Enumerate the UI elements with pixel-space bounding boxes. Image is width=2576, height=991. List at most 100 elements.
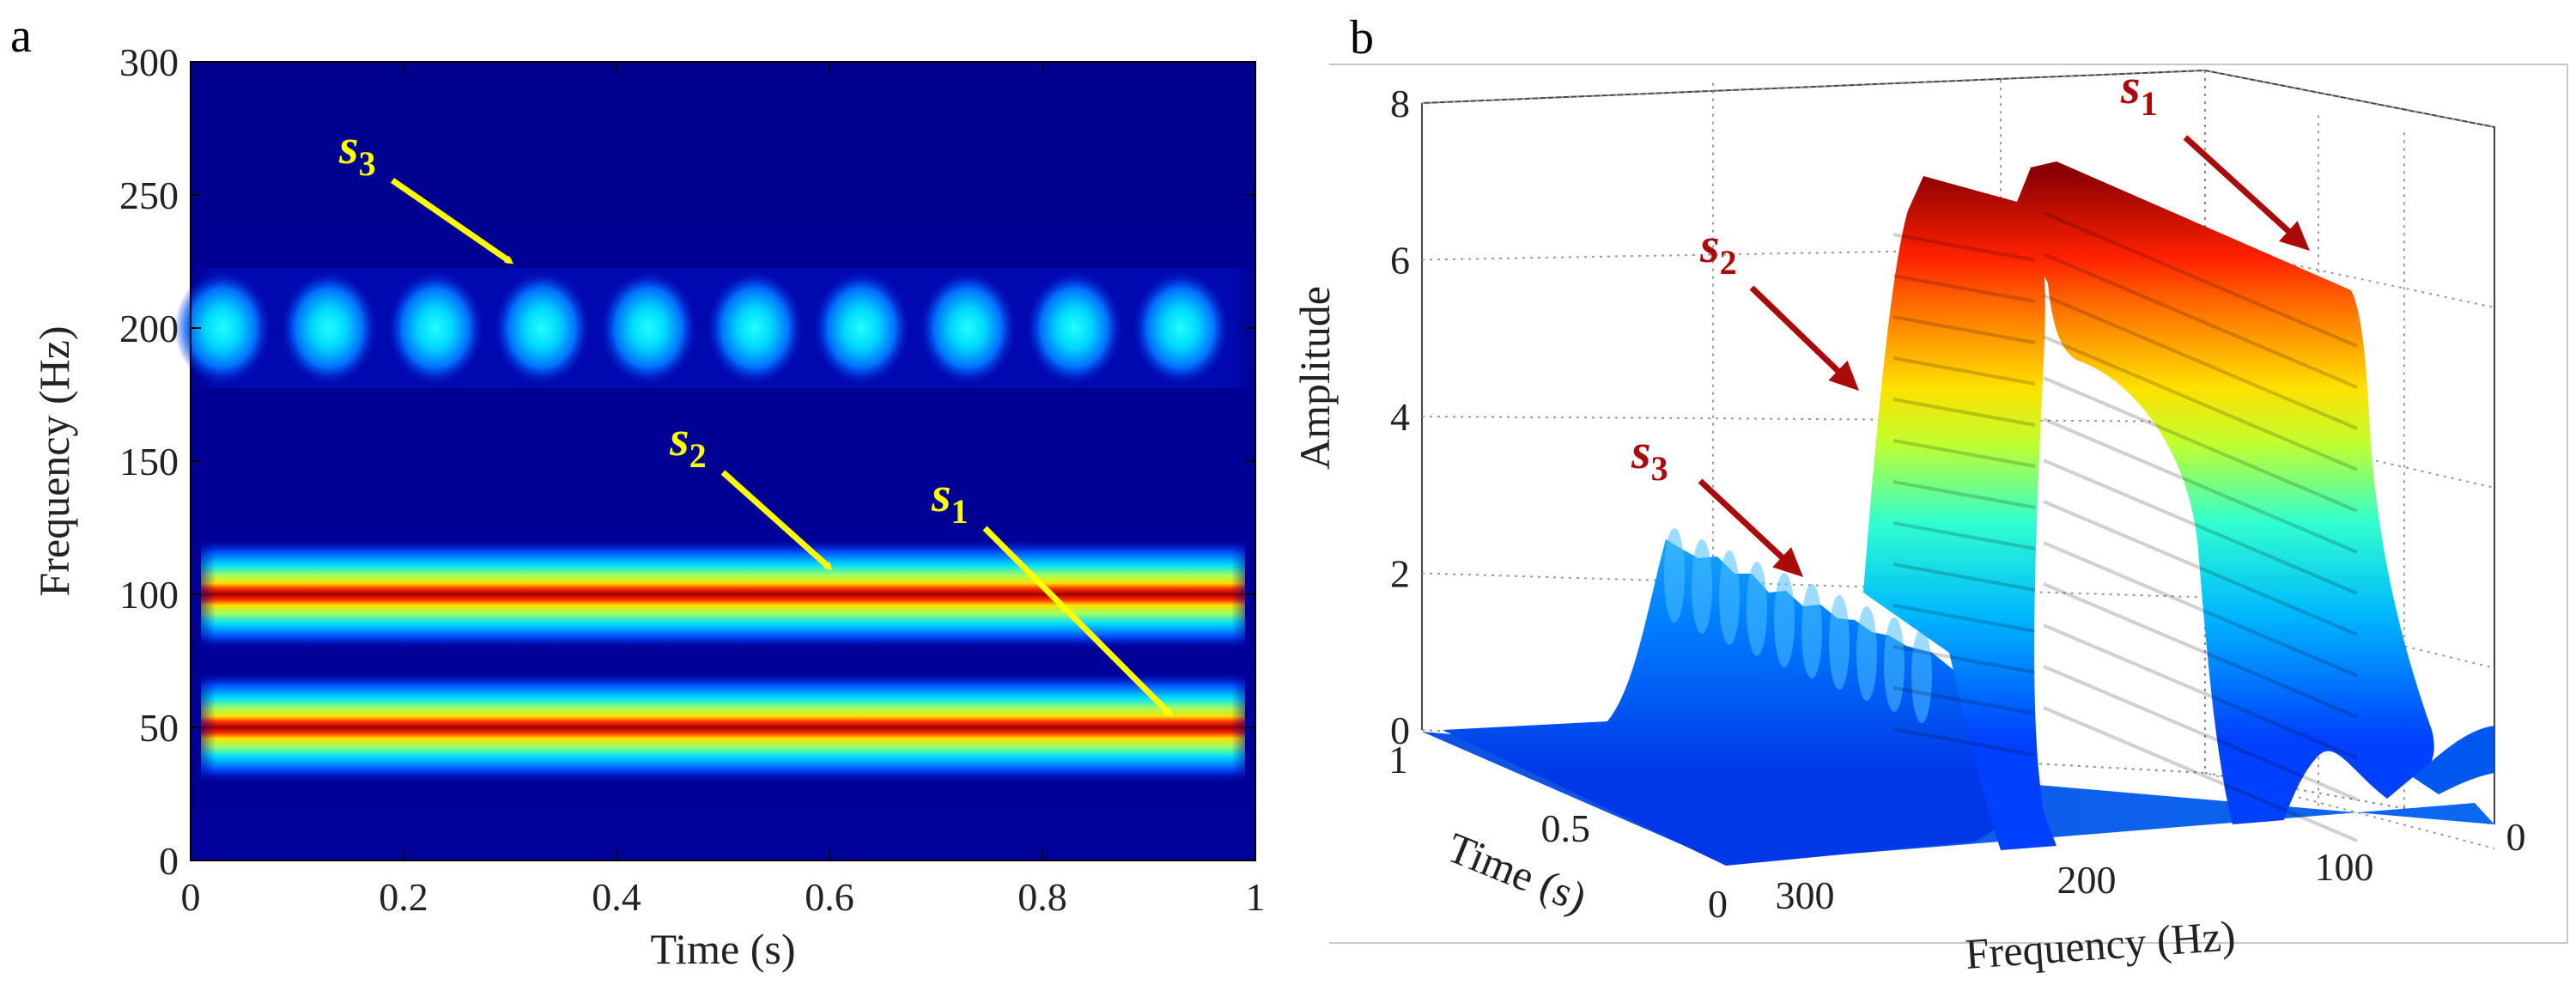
ripple (1884, 617, 1905, 712)
ripple (1747, 562, 1767, 656)
surface-annotation-label: s2 (1699, 217, 1737, 282)
annotation-arrow (982, 526, 1174, 718)
s3-pulse (707, 271, 804, 385)
annotation-s1: s1 (931, 466, 1174, 718)
z-tick-label: 6 (1390, 239, 1410, 283)
freq-tick-label: 300 (1776, 873, 1835, 917)
surface-annotation-s2: s2 (1699, 217, 1859, 391)
z-tick-label: 0 (1390, 708, 1410, 752)
z-gridline (1421, 69, 2495, 128)
heatmap-ticks: 0 0.2 0.4 0.6 0.8 1 0 50 100 150 200 250 300 (119, 40, 1266, 919)
contour-line (1893, 500, 2358, 636)
s3-pulse (920, 271, 1017, 385)
surface-annotations: s1 s2 s3 (1631, 58, 2310, 577)
surface-annotation-arrowhead (2279, 221, 2310, 251)
contour-line (1893, 417, 2358, 554)
contour-line (1893, 706, 2358, 842)
ripple (1801, 584, 1822, 678)
contour-line (1893, 623, 2358, 760)
contour-line (1893, 294, 2358, 430)
surface-contours (1893, 211, 2358, 842)
heatmap-annotations: s3 s2 s1 (338, 119, 1174, 718)
x-tick-label: 1 (1246, 875, 1266, 919)
s3-pulse (494, 271, 591, 385)
freq-tick-label: 200 (2057, 858, 2117, 902)
time-tick-label: 0.5 (1541, 806, 1591, 850)
panel-a-label: a (10, 9, 32, 63)
surface-annotation-s1: s1 (2120, 58, 2310, 251)
surface-ridge-s3 (1443, 539, 2018, 866)
contour-line (1893, 541, 2358, 678)
x-tick-label: 0.2 (379, 875, 428, 919)
y-tick-label: 150 (119, 440, 179, 483)
surface-ridge-s2 (1863, 176, 2057, 850)
band-s2 (201, 538, 1245, 650)
surface-ridge-s3-ripples (1664, 528, 1932, 723)
surface-zlabel: Amplitude (1291, 286, 1339, 470)
ripple (1664, 528, 1685, 623)
surface-outer-box (1329, 64, 2568, 944)
s3-pulse (813, 271, 910, 385)
heatmap-ylabel: Frequency (Hz) (30, 325, 78, 596)
s3-pulse (174, 271, 271, 385)
contour-line (1893, 582, 2358, 719)
annotation-label: s2 (669, 410, 707, 475)
surface-annotation-arrow (1749, 285, 1850, 382)
annotation-s3: s3 (338, 119, 514, 264)
s3-pulse (1133, 271, 1230, 385)
contour-line (1893, 252, 2358, 389)
ripple (1911, 629, 1932, 723)
freq-tick-label: 0 (2506, 815, 2526, 859)
time-tick-label: 0 (1708, 882, 1728, 926)
y-tick-label: 300 (119, 40, 179, 84)
contour-line (1893, 335, 2358, 471)
y-tick-label: 250 (119, 173, 179, 217)
z-tick-label: 4 (1390, 395, 1410, 439)
s3-pulse (281, 271, 378, 385)
annotation-label: s3 (338, 119, 376, 183)
heatmap-xlabel: Time (s) (650, 925, 795, 973)
surface-tail (2413, 726, 2494, 794)
time-tick-label: 1 (1388, 738, 1408, 781)
contour-line (1893, 459, 2358, 595)
contour-line (1893, 211, 2358, 348)
x-tick-label: 0 (181, 875, 201, 919)
annotation-arrow (391, 178, 514, 264)
band-s1 (201, 672, 1245, 783)
y-tick-label: 200 (119, 307, 179, 350)
s3-pulses (174, 271, 1230, 385)
annotation-arrow (720, 470, 833, 571)
y-tick-label: 0 (159, 839, 179, 883)
x-tick-label: 0.8 (1018, 875, 1067, 919)
surface-annotation-arrow (1698, 478, 1794, 568)
contour-line (1893, 665, 2358, 801)
annotation-s2: s2 (669, 410, 833, 571)
surface-ticks: 300 200 100 0 0 0.5 1 (1388, 738, 2526, 926)
z-tick-label: 8 (1390, 82, 1410, 125)
contour-line (1893, 376, 2358, 513)
s3-pulse (387, 271, 484, 385)
y-tick-label: 100 (119, 573, 179, 617)
panel-b-label: b (1350, 11, 1374, 64)
surface-annotation-label: s1 (2120, 58, 2158, 123)
ripple (1829, 595, 1850, 690)
x-tick-label: 0.4 (592, 875, 641, 919)
s3-pulse (1026, 271, 1123, 385)
ripple (1774, 573, 1795, 667)
ripple (1719, 550, 1740, 645)
z-gridline (1421, 729, 2495, 849)
surface-annotation-arrowhead (1828, 360, 1859, 391)
surface-xlabel: Frequency (Hz) (1964, 911, 2237, 978)
surface-annotation-arrow (2183, 135, 2300, 242)
surface-annotation-label: s3 (1631, 423, 1668, 488)
surface-annotation-s3: s3 (1631, 423, 1803, 577)
freq-tick-label: 100 (2315, 845, 2374, 889)
surface-annotation-arrowhead (1772, 547, 1803, 577)
s3-pulse (600, 271, 697, 385)
annotation-label: s1 (931, 466, 969, 531)
y-tick-label: 50 (139, 706, 179, 750)
z-tick-label: 2 (1390, 552, 1410, 596)
ripple (1692, 539, 1712, 634)
